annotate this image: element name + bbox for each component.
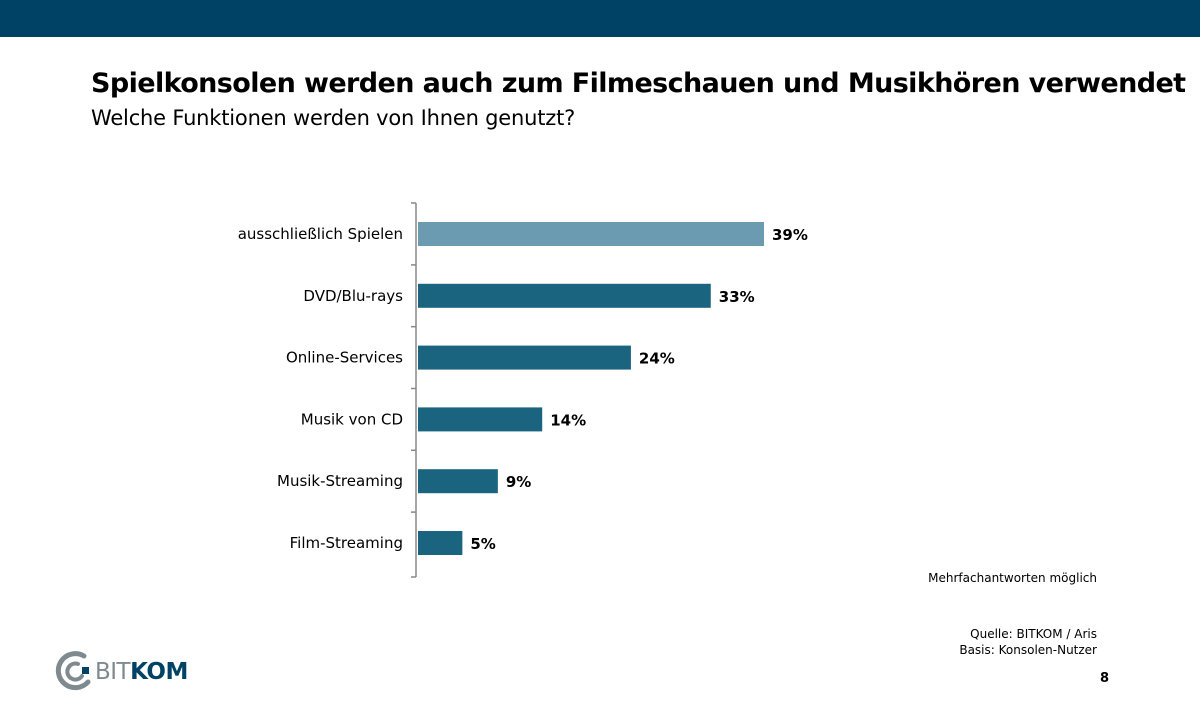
bitkom-logo-icon [55, 651, 91, 691]
value-label: 33% [719, 288, 755, 306]
bar [418, 469, 498, 494]
source-label: Quelle: BITKOM / Aris [970, 627, 1097, 641]
category-label: Online-Services [286, 349, 403, 367]
category-label: Film-Streaming [290, 534, 403, 552]
bar [418, 345, 631, 370]
value-label: 24% [639, 350, 675, 368]
category-label: Musik von CD [301, 410, 403, 428]
page-number: 8 [1100, 671, 1110, 686]
value-label: 5% [470, 535, 495, 553]
logo-text-bit: BIT [95, 659, 131, 685]
value-label: 39% [772, 226, 808, 244]
page-title: Spielkonsolen werden auch zum Filmeschau… [91, 68, 1186, 99]
top-bar [0, 0, 1200, 37]
footnote-multiple-answers: Mehrfachantworten möglich [928, 571, 1097, 585]
bitkom-logo: BITKOM [54, 650, 204, 692]
source-block: Quelle: BITKOM / Aris Basis: Konsolen-Nu… [959, 626, 1097, 658]
bitkom-logo-text: BITKOM [95, 659, 188, 685]
value-label: 9% [506, 473, 531, 491]
basis-label: Basis: Konsolen-Nutzer [959, 643, 1097, 657]
category-label: DVD/Blu-rays [303, 287, 403, 305]
bar [418, 283, 711, 308]
logo-text-kom: KOM [130, 659, 188, 685]
bar [418, 531, 463, 555]
bar [418, 222, 764, 246]
bar [418, 407, 543, 432]
category-label: Musik-Streaming [277, 472, 403, 490]
value-label: 14% [550, 411, 586, 429]
category-label: ausschließlich Spielen [238, 225, 403, 243]
page-subtitle: Welche Funktionen werden von Ihnen genut… [91, 106, 576, 130]
